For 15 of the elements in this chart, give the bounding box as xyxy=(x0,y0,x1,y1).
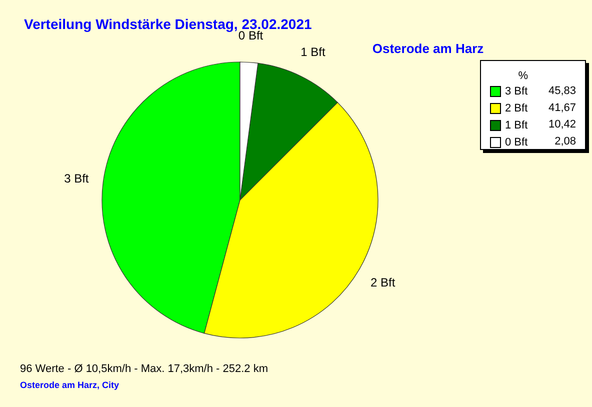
slice-label: 3 Bft xyxy=(64,171,90,186)
slice-label: 2 Bft xyxy=(370,276,396,290)
legend-label: 3 Bft xyxy=(505,86,528,98)
data-label: 45,83 xyxy=(548,85,576,97)
text: Osterode am Harz, City xyxy=(20,380,120,390)
slice-label: 1 Bft xyxy=(300,45,326,60)
data-label: 41,67 xyxy=(548,102,576,114)
legend-label: 0 Bft xyxy=(505,136,528,148)
legend-label: 1 Bft xyxy=(505,120,528,132)
legend-title: % xyxy=(518,70,528,82)
data-label: 2,08 xyxy=(554,135,576,148)
text: 96 Werte - Ø 10,5km/h - Max. 17,3km/h - 252.2 km xyxy=(20,363,268,375)
data-label: 10,42 xyxy=(548,118,576,131)
legend-label: 2 Bft xyxy=(505,102,528,114)
text: Osterode am Harz xyxy=(372,41,484,56)
